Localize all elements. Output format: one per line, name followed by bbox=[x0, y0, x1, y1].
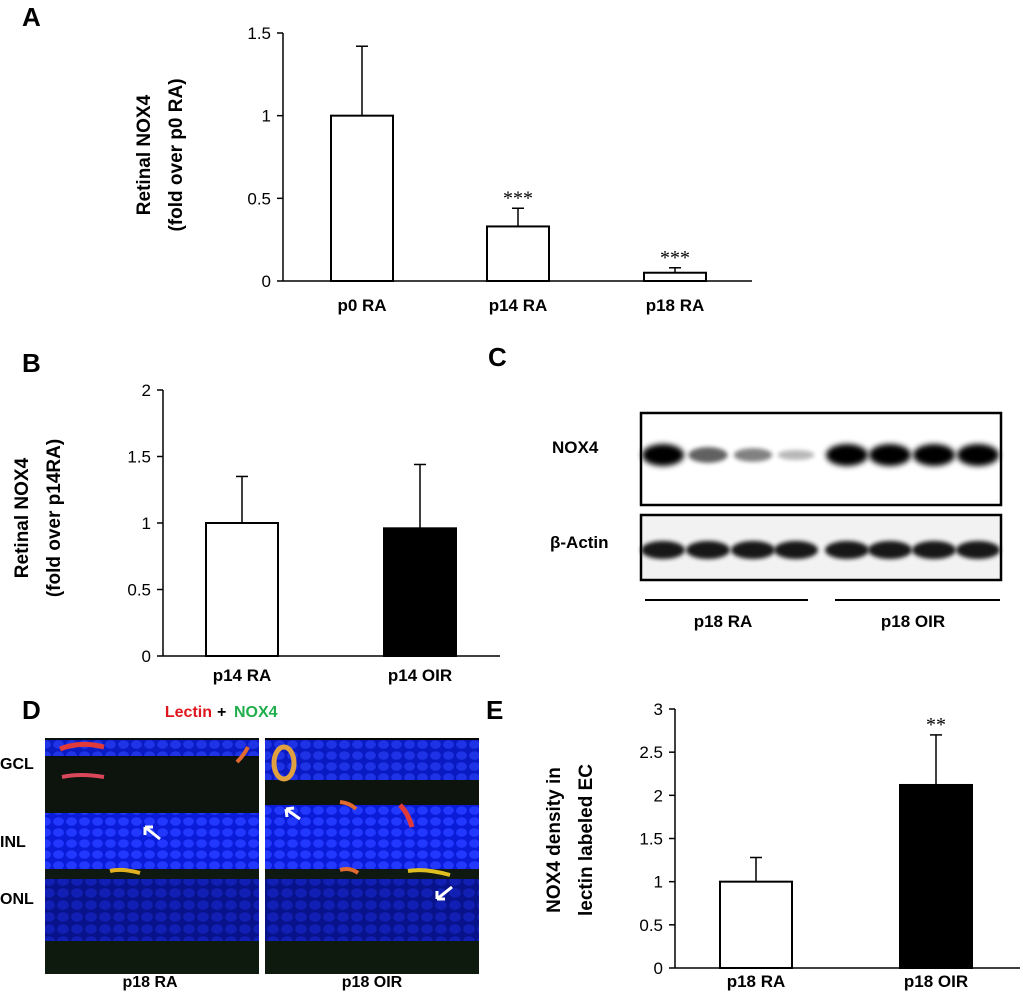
chart-e-ylabel-line: lectin labeled EC bbox=[576, 764, 597, 916]
micrograph-right-panel bbox=[265, 738, 479, 974]
micrograph-left-panel bbox=[45, 738, 259, 974]
chart-b-ytick-label: 0.5 bbox=[127, 581, 151, 600]
chart-a-bar bbox=[330, 114, 394, 282]
chart-e-ytick-label: 1.5 bbox=[639, 830, 663, 849]
actin-band bbox=[868, 541, 912, 559]
panel-letter-b: B bbox=[22, 348, 41, 378]
chart-a-bar bbox=[486, 225, 550, 283]
actin-band bbox=[912, 541, 956, 559]
chart-a-ylabel-line: Retinal NOX4 bbox=[134, 94, 155, 215]
chart-a-ytick-label: 0.5 bbox=[247, 189, 271, 208]
chart-b-bar bbox=[205, 522, 279, 657]
stain-label-nox4: NOX4 bbox=[234, 704, 278, 721]
nox4-band bbox=[913, 444, 955, 466]
chart-b-ylabel-line: Retinal NOX4 bbox=[12, 457, 33, 578]
layer-label-gcl: GCL bbox=[0, 756, 34, 773]
group-label-p18-oir: p18 OIR bbox=[881, 612, 945, 631]
chart-a-significance-label: *** bbox=[503, 187, 533, 209]
actin-band bbox=[731, 541, 775, 559]
blot-label-nox4: NOX4 bbox=[552, 438, 599, 457]
chart-e-ytick-label: 3 bbox=[654, 700, 663, 719]
blot-label-actin: β-Actin bbox=[550, 533, 609, 552]
chart-b-ytick-label: 2 bbox=[142, 381, 151, 400]
micro-label-right: p18 OIR bbox=[342, 974, 403, 991]
layer-label-onl: ONL bbox=[0, 891, 34, 908]
nox4-band bbox=[733, 448, 773, 462]
chart-e-significance-label: ** bbox=[926, 714, 946, 736]
chart-b-ytick-label: 1.5 bbox=[127, 448, 151, 467]
chart-a-category-label: p18 RA bbox=[646, 296, 705, 315]
actin-band bbox=[641, 541, 685, 559]
actin-band bbox=[825, 541, 869, 559]
chart-e-ytick-label: 0 bbox=[654, 959, 663, 978]
panel-letter-c: C bbox=[488, 342, 507, 372]
chart-e-ytick-label: 2 bbox=[654, 786, 663, 805]
micro-label-left: p18 RA bbox=[122, 974, 178, 991]
nox4-band bbox=[957, 444, 999, 466]
stain-label-lectin: Lectin bbox=[165, 704, 212, 721]
stain-plus: + bbox=[217, 704, 226, 721]
chart-b-ytick-label: 0 bbox=[142, 647, 151, 666]
nox4-bands bbox=[642, 444, 999, 466]
chart-a-ytick-label: 1.5 bbox=[247, 24, 271, 43]
actin-bands bbox=[641, 541, 1000, 559]
chart-a-ylabel-line: (fold over p0 RA) bbox=[166, 78, 187, 231]
chart-a-category-label: p14 RA bbox=[489, 296, 548, 315]
chart-e-ytick-label: 1 bbox=[654, 873, 663, 892]
chart-b: 0 0.5 1 1.5 2 p14 RA p14 OIR Retinal NOX4 (fold … bbox=[12, 381, 500, 685]
chart-e: 0 0.5 1 1.5 2 2.5 3 p18 RA ** p18 OIR NOX4 density… bbox=[544, 700, 1020, 991]
chart-e-bar bbox=[899, 783, 973, 970]
chart-e-ylabel-line: NOX4 density in bbox=[544, 767, 565, 913]
chart-a-category-label: p0 RA bbox=[337, 296, 386, 315]
nox4-band bbox=[869, 444, 911, 466]
panel-letter-a: A bbox=[22, 2, 41, 32]
group-label-p18-ra: p18 RA bbox=[694, 612, 753, 631]
chart-b-ytick-label: 1 bbox=[142, 514, 151, 533]
chart-a: 0 0.5 1 1.5 p0 RA *** p14 RA *** p18 RA Retinal N… bbox=[134, 24, 752, 315]
chart-a-significance-label: *** bbox=[660, 247, 690, 269]
chart-a-bar bbox=[643, 271, 707, 283]
chart-b-bar bbox=[383, 527, 457, 658]
nox4-band bbox=[826, 444, 868, 466]
nox4-band bbox=[777, 449, 815, 461]
actin-band bbox=[686, 541, 730, 559]
chart-b-category-label: p14 RA bbox=[213, 666, 272, 685]
western-blot: NOX4 β-Actin p18 RA p18 OIR bbox=[550, 411, 1003, 631]
chart-b-category-label: p14 OIR bbox=[388, 666, 452, 685]
chart-a-ytick-label: 0 bbox=[262, 272, 271, 291]
panel-letter-d: D bbox=[22, 695, 41, 725]
chart-e-category-label: p18 RA bbox=[727, 972, 786, 991]
chart-e-ytick-label: 2.5 bbox=[639, 743, 663, 762]
actin-band bbox=[956, 541, 1000, 559]
chart-a-ytick-label: 1 bbox=[262, 107, 271, 126]
nox4-band bbox=[688, 447, 728, 463]
panel-letter-e: E bbox=[486, 695, 504, 725]
chart-e-ytick-label: 0.5 bbox=[639, 916, 663, 935]
chart-e-bar bbox=[719, 880, 793, 970]
chart-e-category-label: p18 OIR bbox=[904, 972, 968, 991]
nox4-band bbox=[642, 444, 684, 466]
chart-b-ylabel-line: (fold over p14RA) bbox=[44, 439, 65, 597]
layer-label-inl: INL bbox=[0, 834, 26, 851]
micrograph: Lectin + NOX4 GCL INL ONL p1 bbox=[0, 704, 479, 991]
actin-band bbox=[774, 541, 818, 559]
